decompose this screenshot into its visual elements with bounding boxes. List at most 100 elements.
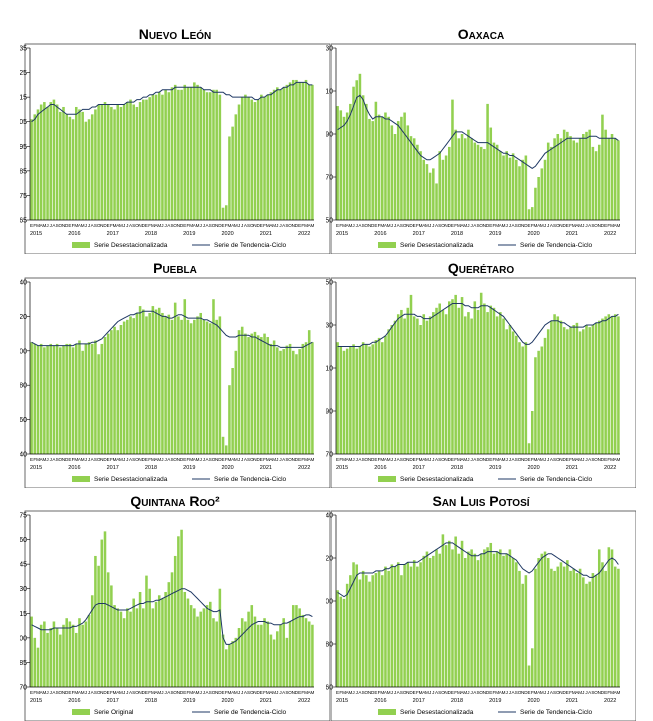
bar bbox=[374, 101, 378, 220]
x-month-label: J bbox=[470, 690, 472, 695]
bar bbox=[253, 616, 257, 687]
bar bbox=[604, 570, 607, 687]
x-month-label: A bbox=[231, 457, 235, 462]
bar bbox=[349, 103, 352, 220]
bar bbox=[295, 605, 298, 687]
x-month-label: J bbox=[241, 690, 243, 695]
bar bbox=[521, 346, 524, 454]
bar bbox=[601, 562, 604, 687]
x-month-label: M bbox=[119, 457, 123, 462]
x-month-label: A bbox=[40, 457, 44, 462]
bar bbox=[537, 177, 540, 220]
x-month-label: S bbox=[476, 690, 479, 695]
bar bbox=[132, 598, 135, 687]
y-tick-label: 90 bbox=[326, 409, 333, 416]
bar bbox=[339, 110, 343, 220]
bar bbox=[435, 549, 438, 687]
x-month-label: S bbox=[56, 690, 59, 695]
x-month-label: A bbox=[269, 457, 273, 462]
x-month-label: A bbox=[282, 223, 286, 228]
x-month-label: N bbox=[100, 223, 103, 228]
x-month-label: D bbox=[65, 690, 69, 695]
x-month-label: F bbox=[33, 457, 36, 462]
x-month-label: O bbox=[594, 457, 598, 462]
x-month-label: N bbox=[215, 457, 218, 462]
x-month-label: D bbox=[601, 223, 605, 228]
x-month-label: D bbox=[562, 690, 566, 695]
y-tick-label: 110 bbox=[326, 89, 333, 96]
bar bbox=[263, 97, 266, 220]
bar bbox=[476, 144, 480, 220]
bar bbox=[279, 624, 282, 687]
chart-san-luis-potosi: 6080100120140EFMAMJJASONDEFMAMJJASONDEFM… bbox=[326, 510, 636, 721]
bar bbox=[448, 301, 451, 454]
x-month-label: N bbox=[483, 223, 486, 228]
bar bbox=[617, 140, 620, 220]
x-month-label: A bbox=[422, 223, 426, 228]
bar bbox=[135, 608, 139, 687]
x-month-label: J bbox=[582, 223, 584, 228]
x-month-label: J bbox=[547, 457, 549, 462]
x-month-label: A bbox=[550, 223, 554, 228]
bar bbox=[247, 611, 250, 687]
bar bbox=[566, 329, 569, 454]
x-month-label: O bbox=[173, 223, 177, 228]
x-month-label: J bbox=[123, 690, 125, 695]
x-month-label: J bbox=[85, 690, 87, 695]
x-month-label: J bbox=[238, 223, 240, 228]
x-month-label: M bbox=[310, 690, 314, 695]
x-month-label: O bbox=[135, 223, 139, 228]
x-month-label: A bbox=[435, 690, 439, 695]
x-month-label: N bbox=[559, 223, 562, 228]
bar bbox=[113, 605, 116, 687]
bar bbox=[448, 540, 451, 687]
bar bbox=[151, 306, 155, 454]
x-month-label: A bbox=[193, 457, 197, 462]
x-month-label: O bbox=[59, 457, 63, 462]
x-month-label: F bbox=[493, 457, 496, 462]
x-month-label: E bbox=[298, 690, 301, 695]
x-month-label: O bbox=[479, 457, 483, 462]
x-month-label: F bbox=[301, 223, 304, 228]
bar bbox=[84, 621, 88, 687]
bar bbox=[106, 572, 110, 687]
x-year-label: 2015 bbox=[30, 465, 42, 471]
bar bbox=[59, 347, 62, 454]
x-month-label: J bbox=[276, 690, 278, 695]
x-month-label: O bbox=[594, 223, 598, 228]
x-month-label: A bbox=[129, 457, 133, 462]
x-month-label: F bbox=[416, 457, 419, 462]
x-year-label: 2021 bbox=[260, 698, 272, 704]
bar bbox=[97, 354, 100, 454]
bar bbox=[55, 628, 59, 687]
x-month-label: N bbox=[444, 690, 447, 695]
bar bbox=[384, 112, 387, 220]
x-month-label: M bbox=[463, 690, 467, 695]
x-month-label: S bbox=[132, 690, 135, 695]
bar bbox=[473, 142, 477, 220]
legend-label-bars: Serie Desestacionalizada bbox=[400, 242, 474, 249]
bar bbox=[371, 344, 374, 454]
bar bbox=[180, 319, 183, 454]
x-month-label: N bbox=[100, 690, 103, 695]
x-month-label: E bbox=[413, 690, 416, 695]
x-month-label: F bbox=[607, 223, 610, 228]
x-month-label: S bbox=[170, 457, 173, 462]
chart-panel-puebla: Puebla 406080100120140EFMAMJJASONDEFMAMJ… bbox=[20, 260, 330, 488]
y-tick-label: 100 bbox=[20, 635, 27, 642]
x-month-label: J bbox=[585, 457, 587, 462]
bar bbox=[209, 323, 212, 454]
x-month-label: M bbox=[189, 457, 193, 462]
x-month-label: J bbox=[126, 457, 128, 462]
x-month-label: A bbox=[78, 223, 82, 228]
bar bbox=[463, 138, 467, 220]
x-month-label: J bbox=[429, 690, 431, 695]
bar bbox=[546, 558, 550, 687]
x-month-label: N bbox=[215, 690, 218, 695]
x-month-label: E bbox=[604, 457, 607, 462]
bar bbox=[473, 301, 477, 454]
bar bbox=[438, 151, 441, 220]
x-month-label: S bbox=[56, 457, 59, 462]
x-month-label: A bbox=[461, 690, 465, 695]
x-month-label: J bbox=[50, 690, 52, 695]
